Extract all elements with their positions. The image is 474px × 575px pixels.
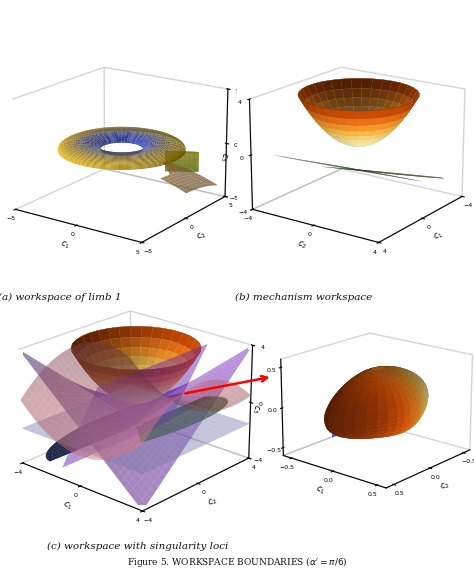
- Text: (c) workspace with singularity loci: (c) workspace with singularity loci: [47, 542, 228, 551]
- X-axis label: $c_1$: $c_1$: [432, 229, 445, 243]
- X-axis label: $c_1$: $c_1$: [61, 499, 73, 512]
- Text: (a) workspace of limb 1: (a) workspace of limb 1: [0, 293, 121, 302]
- X-axis label: $c_2$: $c_2$: [438, 480, 452, 493]
- Text: Figure 5. WORKSPACE BOUNDARIES ($\alpha'=\pi/6$): Figure 5. WORKSPACE BOUNDARIES ($\alpha'…: [127, 555, 347, 569]
- Y-axis label: $c_2$: $c_2$: [195, 229, 208, 243]
- X-axis label: $c_1$: $c_1$: [59, 239, 71, 251]
- Y-axis label: $c_2$: $c_2$: [296, 239, 308, 251]
- Text: (b) mechanism workspace: (b) mechanism workspace: [235, 293, 372, 302]
- Y-axis label: $c_2$: $c_2$: [206, 495, 219, 509]
- Y-axis label: $c_1$: $c_1$: [314, 484, 326, 497]
